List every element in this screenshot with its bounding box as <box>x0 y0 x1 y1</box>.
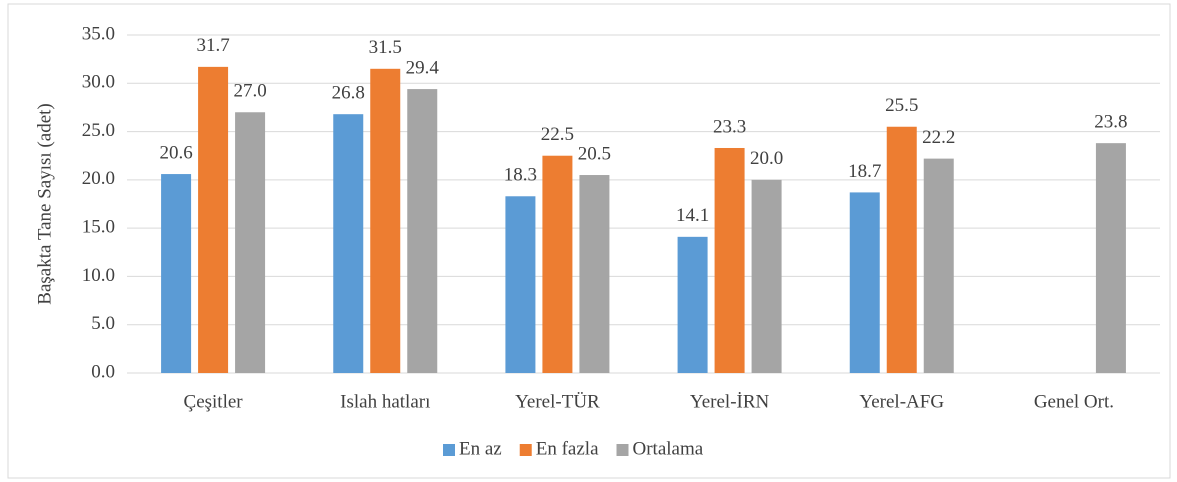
data-label: 18.3 <box>504 165 537 186</box>
bar <box>579 175 610 373</box>
data-label: 23.8 <box>1094 112 1127 133</box>
bar <box>161 174 192 373</box>
legend-swatch <box>443 444 455 456</box>
y-tick-label: 10.0 <box>82 265 115 286</box>
data-label: 29.4 <box>406 57 440 78</box>
y-tick-label: 35.0 <box>82 23 115 44</box>
data-label: 31.7 <box>196 35 229 56</box>
data-label: 22.5 <box>541 124 574 145</box>
y-tick-label: 5.0 <box>91 313 115 334</box>
x-tick-label: Yerel-AFG <box>859 391 944 412</box>
x-tick-label: Islah hatları <box>340 391 430 412</box>
legend-label: En fazla <box>536 438 599 459</box>
bar <box>505 196 536 373</box>
data-label: 27.0 <box>233 81 266 102</box>
legend-swatch <box>519 444 532 456</box>
data-label: 25.5 <box>885 95 918 116</box>
bar <box>886 126 917 373</box>
bar <box>751 179 782 373</box>
x-tick-label: Yerel-TÜR <box>515 391 600 412</box>
data-label: 23.3 <box>713 116 746 137</box>
bar <box>849 192 880 373</box>
bar <box>677 236 708 373</box>
legend-swatch <box>616 444 629 456</box>
data-label: 31.5 <box>369 37 402 58</box>
x-tick-label: Genel Ort. <box>1034 391 1114 412</box>
data-label: 20.0 <box>750 148 783 169</box>
data-label: 14.1 <box>676 205 709 226</box>
x-tick-label: Yerel-İRN <box>690 391 770 412</box>
legend-label: En az <box>459 438 502 459</box>
bar <box>923 158 954 373</box>
bar <box>1095 143 1126 373</box>
data-label: 26.8 <box>332 83 365 104</box>
bar <box>714 147 745 373</box>
bar <box>542 155 573 373</box>
y-tick-label: 0.0 <box>91 361 115 382</box>
y-tick-label: 30.0 <box>82 72 115 93</box>
bar <box>333 114 364 373</box>
data-label: 18.7 <box>848 161 881 182</box>
data-label: 20.6 <box>159 142 192 163</box>
y-tick-label: 15.0 <box>82 217 115 238</box>
bar <box>407 89 438 373</box>
y-axis-label: Başakta Tane Sayısı (adet) <box>34 103 55 304</box>
x-tick-label: Çeşitler <box>184 391 244 412</box>
bar <box>198 66 229 374</box>
data-label: 20.5 <box>578 143 611 164</box>
data-label: 22.2 <box>922 127 955 148</box>
bar <box>235 112 266 373</box>
legend-label: Ortalama <box>633 438 704 459</box>
y-tick-label: 25.0 <box>82 120 115 141</box>
bar <box>370 68 401 374</box>
y-tick-label: 20.0 <box>82 168 115 189</box>
